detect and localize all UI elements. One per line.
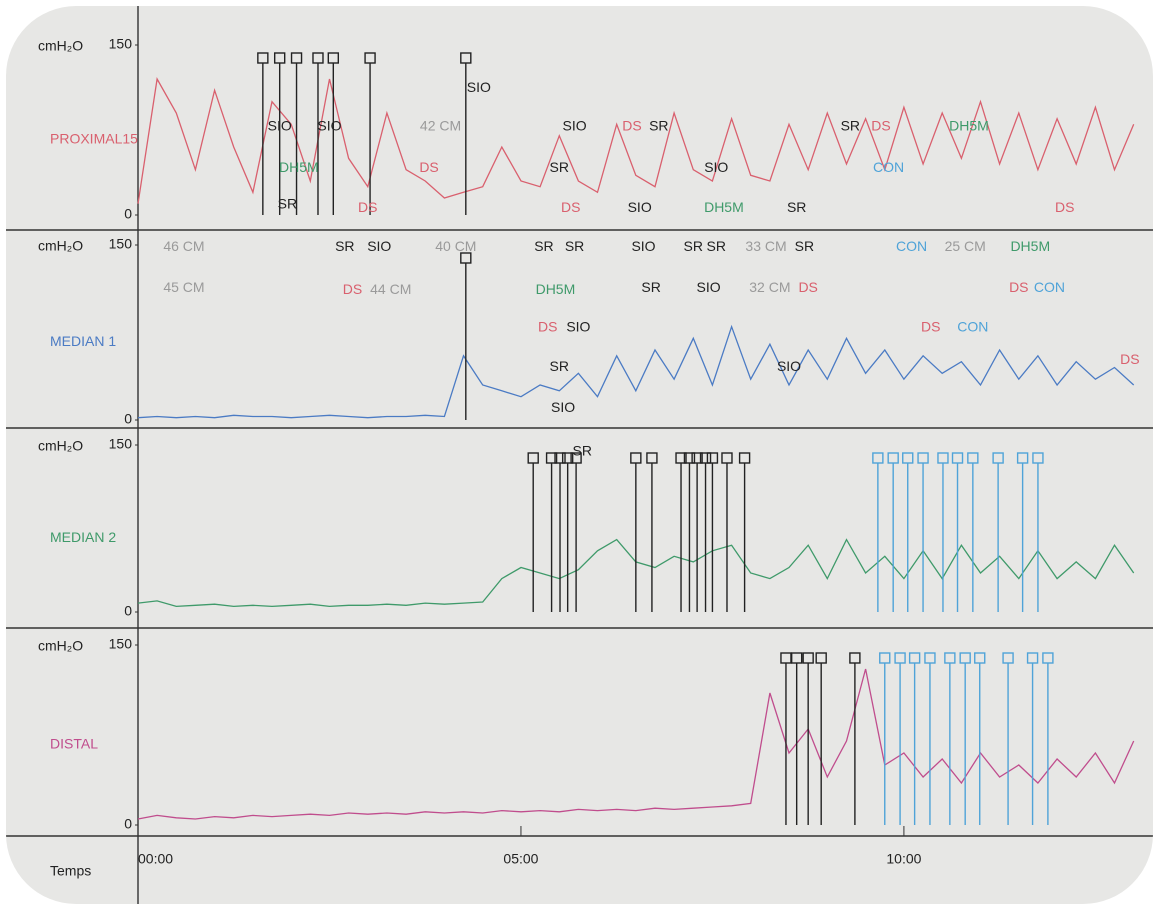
y-tick-label: 0 [124,411,132,427]
annotation: DS [798,279,817,295]
annotation: 44 CM [370,281,411,297]
y-tick-label: 0 [124,816,132,832]
annotation: DS [561,199,580,215]
annotation: SIO [631,238,655,254]
annotation: SIO [566,319,590,335]
annotation: CON [1034,279,1065,295]
annotation: SR [534,238,553,254]
annotation: SR [565,238,584,254]
y-tick-label: 0 [124,206,132,222]
annotation: SIO [777,358,801,374]
annotation: DH5M [536,281,576,297]
y-tick-label: 0 [124,603,132,619]
annotation: DS [622,117,641,133]
annotation: 25 CM [945,238,986,254]
annotation: CON [957,319,988,335]
annotation: DS [1055,199,1074,215]
annotation: DH5M [704,199,744,215]
series-name: PROXIMAL15 [50,131,138,147]
annotation: 42 CM [420,117,461,133]
y-axis-label: cmH₂O [38,238,83,254]
annotation: SR [550,358,569,374]
annotation: DS [538,319,557,335]
annotation: 46 CM [163,238,204,254]
chart: cmH₂O 0 150 PROXIMAL15 SIO SR DH5M SIO DS DS 42 CM… [0,0,1153,908]
annotation: DH5M [949,117,989,133]
annotation: SIO [628,199,652,215]
annotation: SIO [317,117,341,133]
annotation: 40 CM [435,238,476,254]
annotation: 45 CM [163,279,204,295]
annotation: DS [871,117,890,133]
annotation: SR [550,159,569,175]
annotation: SR [795,238,814,254]
annotation: DH5M [1010,238,1050,254]
x-tick-label: 05:00 [503,851,538,867]
annotation: SIO [563,117,587,133]
x-tick-label: 00:00 [138,851,173,867]
y-tick-label: 150 [109,236,133,252]
annotation: SIO [704,159,728,175]
series-name: MEDIAN 1 [50,333,116,349]
annotation: DS [358,199,377,215]
annotation: CON [873,159,904,175]
annotation: SR [684,238,703,254]
annotation: SIO [268,117,292,133]
sheet: cmH₂O 0 150 PROXIMAL15 SIO SR DH5M SIO DS DS 42 CM… [0,0,1153,908]
annotation: SR [573,442,592,458]
annotation: SR [278,196,297,212]
series-name: DISTAL [50,736,98,752]
series-name: MEDIAN 2 [50,529,116,545]
annotation: SIO [551,399,575,415]
annotation: SR [335,238,354,254]
x-axis-label: Temps [50,863,91,879]
y-tick-label: 150 [109,436,133,452]
annotation: SIO [467,79,491,95]
x-tick-label: 10:00 [886,851,921,867]
annotation: SR [841,117,860,133]
y-tick-label: 150 [109,36,133,52]
annotation: 33 CM [745,238,786,254]
annotation: SR [787,199,806,215]
annotation: SIO [367,238,391,254]
annotation: SR [707,238,726,254]
annotation: DH5M [279,159,319,175]
annotation: CON [896,238,927,254]
y-axis-label: cmH₂O [38,438,83,454]
annotation: SIO [697,279,721,295]
annotation: DS [921,319,940,335]
annotation: DS [419,159,438,175]
annotation: DS [1009,279,1028,295]
annotation: DS [343,281,362,297]
y-axis-label: cmH₂O [38,638,83,654]
y-tick-label: 150 [109,636,133,652]
annotation: DS [1120,351,1139,367]
annotation: SR [649,117,668,133]
y-axis-label: cmH₂O [38,38,83,54]
annotation: SR [641,279,660,295]
annotation: 32 CM [749,279,790,295]
